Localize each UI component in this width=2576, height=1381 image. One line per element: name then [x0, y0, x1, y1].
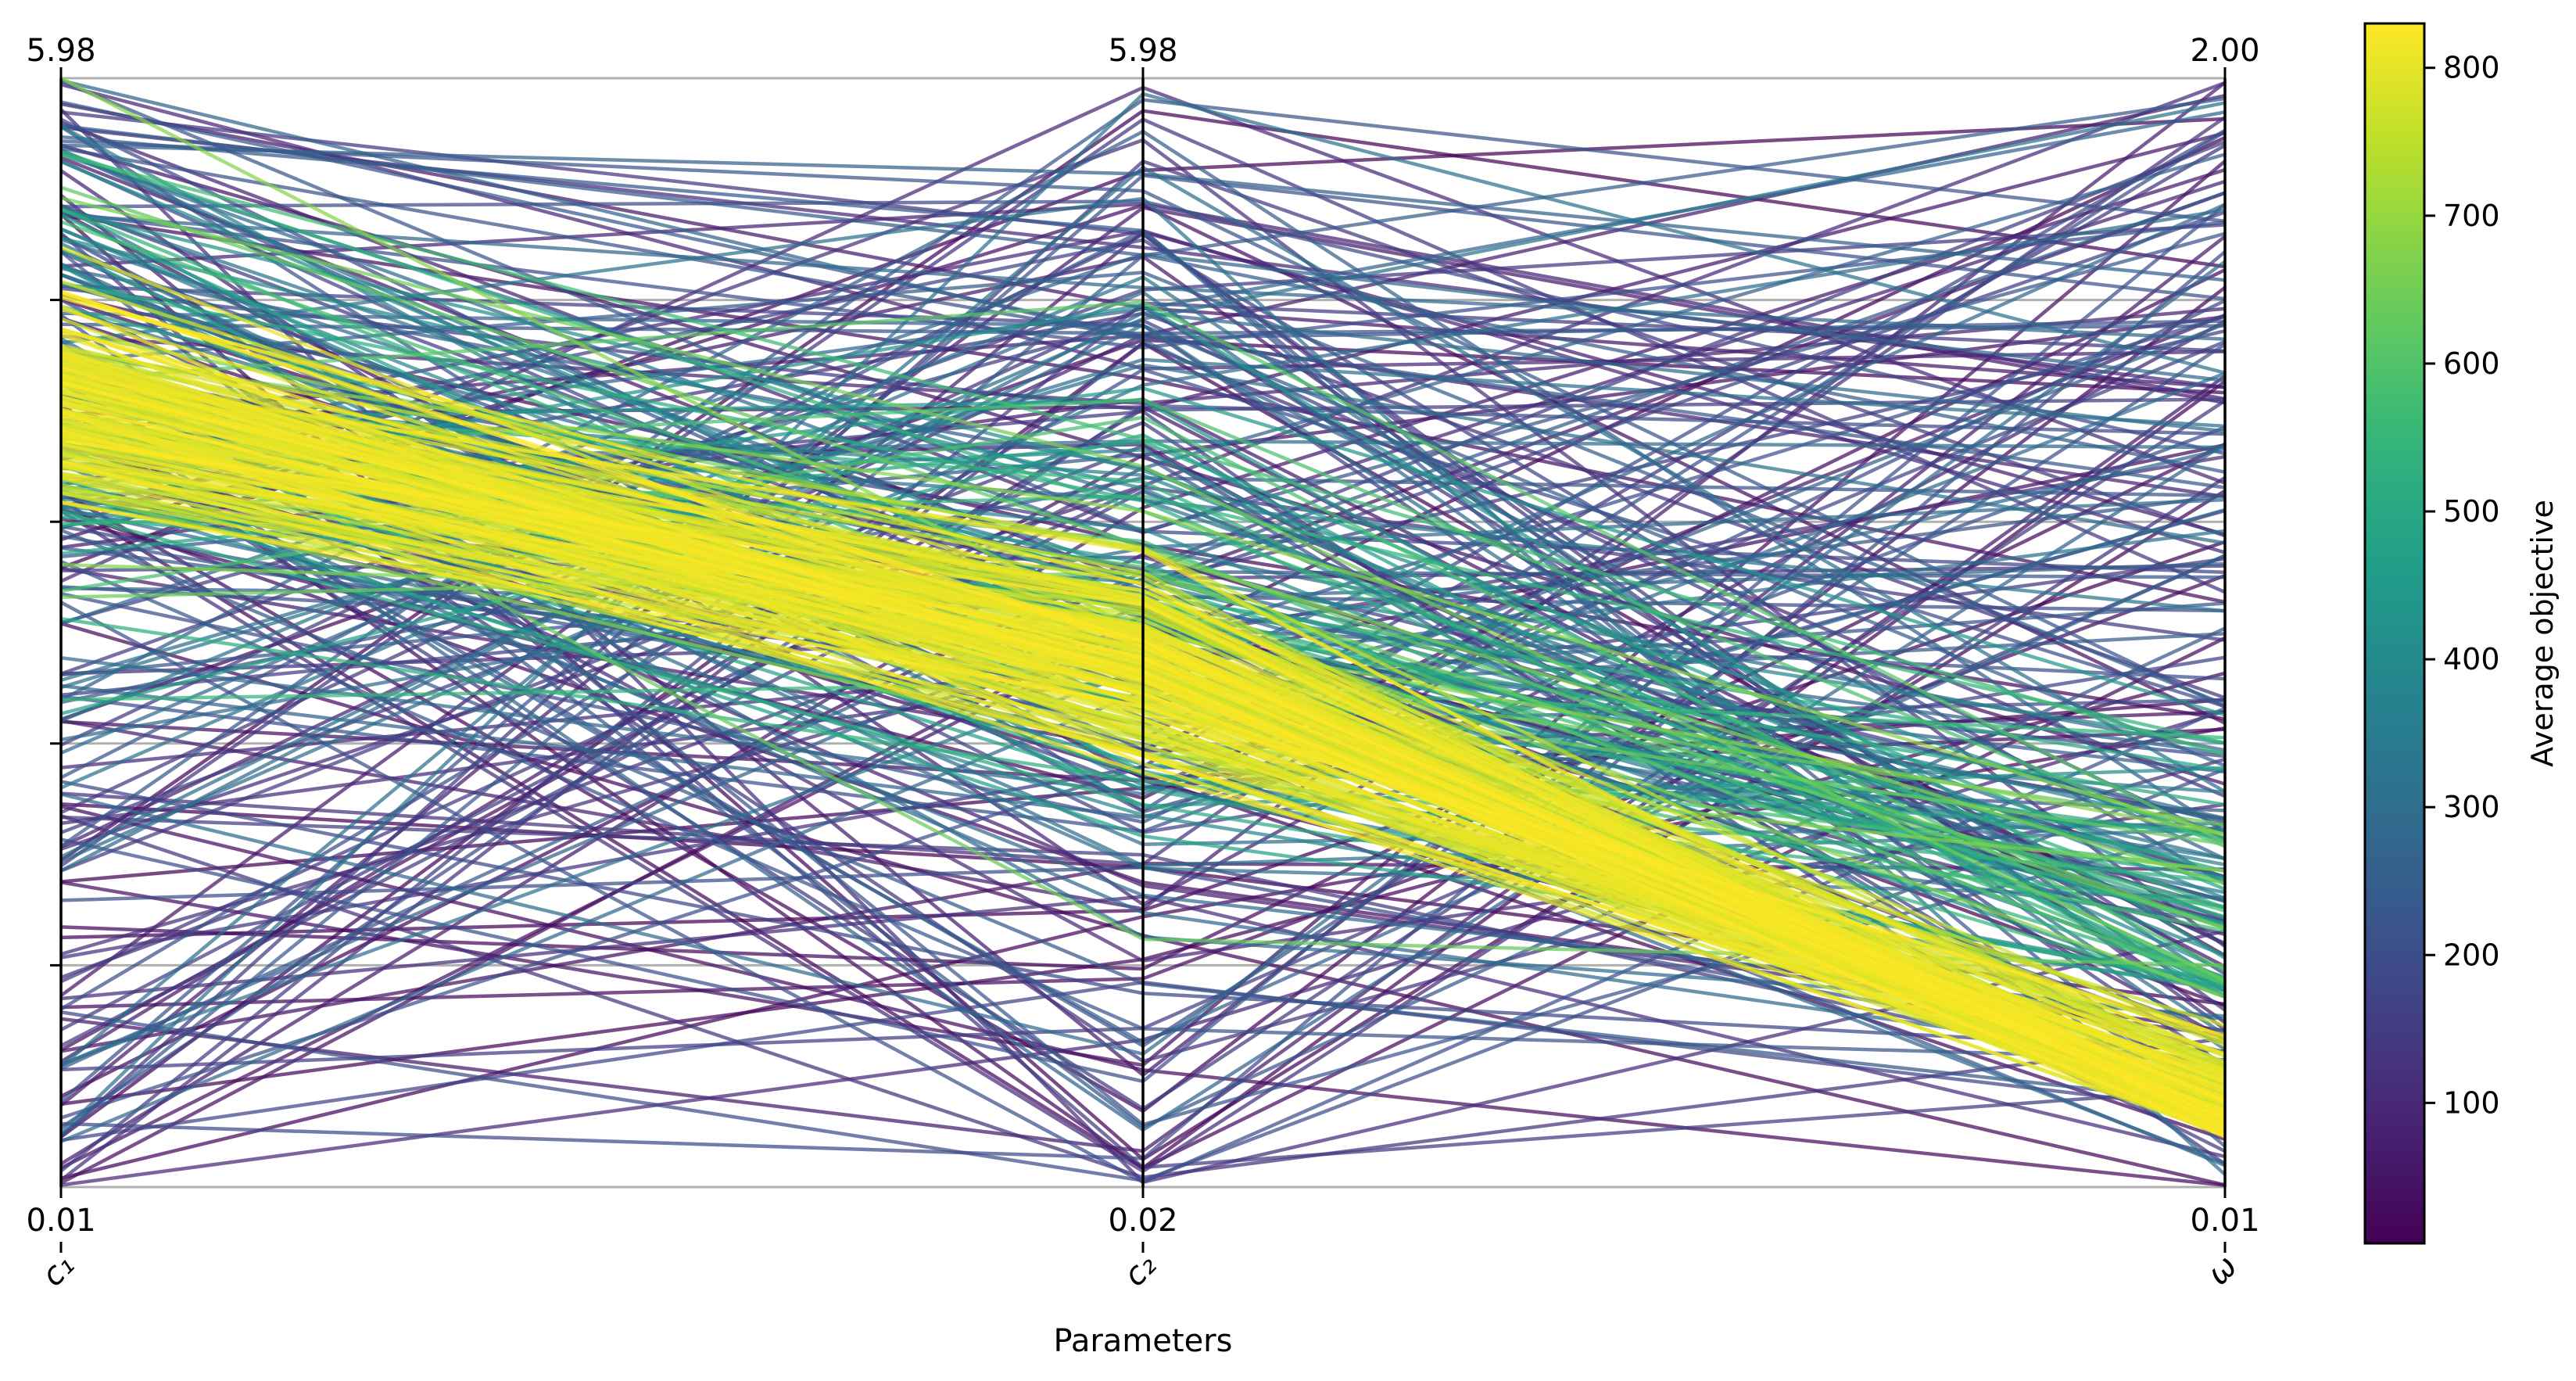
- axis-bottom-label: 0.02: [1108, 1203, 1177, 1239]
- x-axis-label: Parameters: [1054, 1323, 1233, 1359]
- colorbar-tick-label: 100: [2443, 1085, 2500, 1120]
- axis-top-label: 2.00: [2190, 33, 2259, 69]
- axis-top-label: 5.98: [1108, 33, 1177, 69]
- axis-name: ω: [2200, 1248, 2244, 1292]
- axis-top-label: 5.98: [26, 33, 95, 69]
- colorbar-tick-label: 200: [2443, 938, 2500, 972]
- colorbar-tick-label: 400: [2443, 642, 2500, 676]
- colorbar-tick-label: 600: [2443, 346, 2500, 381]
- colorbar: 100 200 300 400 500 600 700 800 Average objectiv…: [2363, 22, 2560, 1245]
- axis-name: c₂: [1117, 1247, 1163, 1293]
- colorbar-tick-label: 800: [2443, 51, 2500, 85]
- axis-bottom-label: 0.01: [26, 1203, 95, 1239]
- axis-name: c₁: [35, 1247, 81, 1293]
- colorbar-gradient: [2363, 22, 2426, 1245]
- colorbar-tick-label: 500: [2443, 494, 2500, 529]
- colorbar-tick-label: 300: [2443, 790, 2500, 824]
- axis-bottom-label: 0.01: [2190, 1203, 2259, 1239]
- colorbar-label: Average objective: [2525, 500, 2560, 767]
- colorbar-tick-label: 700: [2443, 199, 2500, 233]
